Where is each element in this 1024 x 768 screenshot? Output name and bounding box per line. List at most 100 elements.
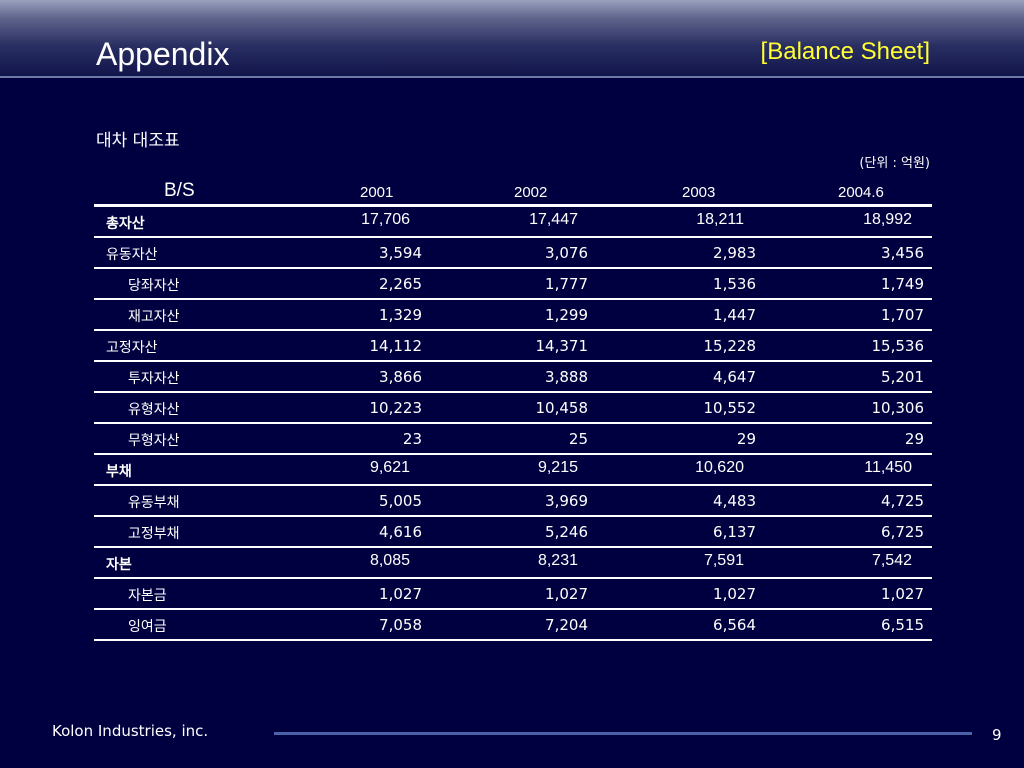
table-header-row: B/S 2001 2002 2003 2004.6 <box>94 178 932 207</box>
table-row: 투자자산 3,866 3,888 4,647 5,201 <box>94 362 932 393</box>
cell-value: 2,983 <box>713 244 756 262</box>
header-year-2003: 2003 <box>682 184 716 201</box>
cell-value: 9,215 <box>537 459 578 476</box>
cell-value: 1,027 <box>713 585 756 603</box>
cell-value: 8,231 <box>537 552 578 569</box>
cell-value: 3,456 <box>881 244 924 262</box>
cell-value: 1,329 <box>379 306 422 324</box>
table-row: 자본금 1,027 1,027 1,027 1,027 <box>94 579 932 610</box>
header-year-2004: 2004.6 <box>838 184 884 201</box>
cell-value: 1,447 <box>713 306 756 324</box>
table-row: 자본 8,085 8,231 7,591 7,542 <box>94 548 932 579</box>
cell-value: 15,228 <box>703 337 757 355</box>
table-row: 유동자산 3,594 3,076 2,983 3,456 <box>94 238 932 269</box>
table-row: 재고자산 1,329 1,299 1,447 1,707 <box>94 300 932 331</box>
cell-value: 3,594 <box>379 244 422 262</box>
row-label: 부채 <box>106 464 132 480</box>
cell-value: 1,749 <box>881 275 924 293</box>
cell-value: 17,706 <box>361 211 410 228</box>
cell-value: 1,027 <box>379 585 422 603</box>
cell-value: 25 <box>568 430 588 448</box>
cell-value: 4,647 <box>713 368 756 386</box>
cell-value: 29 <box>736 430 756 448</box>
unit-label: (단위 : 억원) <box>859 156 930 171</box>
cell-value: 7,542 <box>871 552 912 569</box>
cell-value: 1,536 <box>713 275 756 293</box>
company-name: Kolon Industries, inc. <box>52 722 209 740</box>
table-row: 고정자산 14,112 14,371 15,228 15,536 <box>94 331 932 362</box>
row-label: 당좌자산 <box>128 278 180 294</box>
slide-subtitle: [Balance Sheet] <box>760 38 930 65</box>
row-label: 자본금 <box>128 588 167 604</box>
cell-value: 5,005 <box>379 492 422 510</box>
header-year-2002: 2002 <box>514 184 548 201</box>
cell-value: 29 <box>904 430 924 448</box>
cell-value: 10,223 <box>369 399 423 417</box>
cell-value: 3,888 <box>545 368 588 386</box>
row-label: 유동부채 <box>128 495 180 511</box>
cell-value: 6,564 <box>713 616 756 634</box>
cell-value: 5,246 <box>545 523 588 541</box>
cell-value: 3,866 <box>379 368 422 386</box>
cell-value: 1,027 <box>881 585 924 603</box>
table-row: 당좌자산 2,265 1,777 1,536 1,749 <box>94 269 932 300</box>
cell-value: 1,299 <box>545 306 588 324</box>
table-title: 대차 대조표 <box>96 131 180 151</box>
table-row: 부채 9,621 9,215 10,620 11,450 <box>94 455 932 486</box>
cell-value: 10,552 <box>703 399 757 417</box>
table-row: 유동부채 5,005 3,969 4,483 4,725 <box>94 486 932 517</box>
slide-header-band <box>0 0 1024 76</box>
cell-value: 3,969 <box>545 492 588 510</box>
cell-value: 17,447 <box>529 211 578 228</box>
header-year-2001: 2001 <box>360 184 394 201</box>
row-label: 무형자산 <box>128 433 180 449</box>
cell-value: 15,536 <box>871 337 925 355</box>
cell-value: 14,112 <box>369 337 423 355</box>
table-row: 잉여금 7,058 7,204 6,564 6,515 <box>94 610 932 641</box>
table-row: 유형자산 10,223 10,458 10,552 10,306 <box>94 393 932 424</box>
cell-value: 2,265 <box>379 275 422 293</box>
cell-value: 8,085 <box>369 552 410 569</box>
cell-value: 11,450 <box>864 459 912 476</box>
cell-value: 4,616 <box>379 523 422 541</box>
balance-sheet-table: B/S 2001 2002 2003 2004.6 총자산 17,706 17,44… <box>94 178 932 641</box>
header-divider <box>0 76 1024 78</box>
table-body: 총자산 17,706 17,447 18,211 18,992 유동자산 3,594 3,07… <box>94 207 932 641</box>
cell-value: 3,076 <box>545 244 588 262</box>
cell-value: 14,371 <box>535 337 589 355</box>
table-row: 총자산 17,706 17,447 18,211 18,992 <box>94 207 932 238</box>
table-row: 고정부채 4,616 5,246 6,137 6,725 <box>94 517 932 548</box>
row-label: 고정부채 <box>128 526 180 542</box>
row-label: 자본 <box>106 557 132 573</box>
cell-value: 6,515 <box>881 616 924 634</box>
footer-divider <box>274 732 972 735</box>
cell-value: 23 <box>402 430 422 448</box>
cell-value: 7,204 <box>545 616 588 634</box>
cell-value: 1,707 <box>881 306 924 324</box>
row-label: 투자자산 <box>128 371 180 387</box>
cell-value: 9,621 <box>369 459 410 476</box>
header-label: B/S <box>164 180 195 201</box>
row-label: 유형자산 <box>128 402 180 418</box>
row-label: 고정자산 <box>106 340 158 356</box>
row-label: 유동자산 <box>106 247 158 263</box>
cell-value: 4,725 <box>881 492 924 510</box>
cell-value: 10,458 <box>535 399 589 417</box>
cell-value: 4,483 <box>713 492 756 510</box>
cell-value: 7,058 <box>379 616 422 634</box>
page-number: 9 <box>992 726 1002 744</box>
cell-value: 6,725 <box>881 523 924 541</box>
cell-value: 1,027 <box>545 585 588 603</box>
cell-value: 10,620 <box>695 459 744 476</box>
cell-value: 6,137 <box>713 523 756 541</box>
row-label: 재고자산 <box>128 309 180 325</box>
table-row: 무형자산 23 25 29 29 <box>94 424 932 455</box>
row-label: 잉여금 <box>128 619 167 635</box>
cell-value: 18,992 <box>863 211 912 228</box>
cell-value: 5,201 <box>881 368 924 386</box>
cell-value: 7,591 <box>703 552 744 569</box>
cell-value: 1,777 <box>545 275 588 293</box>
row-label: 총자산 <box>106 216 145 232</box>
slide-title: Appendix <box>96 36 230 72</box>
cell-value: 10,306 <box>871 399 925 417</box>
